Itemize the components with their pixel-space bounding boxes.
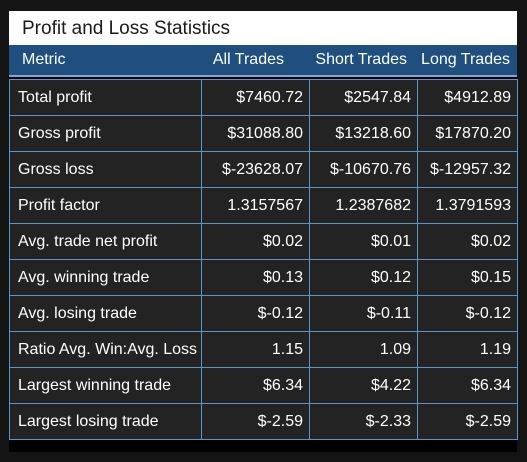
short-trades-cell: $-10670.76 [309,151,418,188]
table-row[interactable]: Avg. losing trade $-0.12 $-0.11 $-0.12 [9,295,518,332]
long-trades-cell: $4912.89 [417,79,518,116]
short-trades-cell: $4.22 [309,367,418,404]
long-trades-cell: 1.19 [417,331,518,368]
all-trades-cell: 1.3157567 [201,187,310,224]
long-trades-cell: $0.02 [417,223,518,260]
metric-cell: Largest losing trade [9,403,202,440]
statistics-table: Total profit $7460.72 $2547.84 $4912.89 … [9,79,518,440]
table-row[interactable]: Avg. trade net profit $0.02 $0.01 $0.02 [9,223,518,260]
table-row[interactable]: Ratio Avg. Win:Avg. Loss 1.15 1.09 1.19 [9,331,518,368]
table-header: Metric All Trades Short Trades Long Trad… [9,45,517,77]
long-trades-cell: $0.15 [417,259,518,296]
all-trades-cell: $0.02 [201,223,310,260]
table-row[interactable]: Gross profit $31088.80 $13218.60 $17870.… [9,115,518,152]
table-row[interactable]: Largest winning trade $6.34 $4.22 $6.34 [9,367,518,404]
short-trades-cell: $-0.11 [309,295,418,332]
table-row[interactable]: Total profit $7460.72 $2547.84 $4912.89 [9,79,518,116]
long-trades-cell: $6.34 [417,367,518,404]
all-trades-cell: $-2.59 [201,403,310,440]
table-row[interactable]: Gross loss $-23628.07 $-10670.76 $-12957… [9,151,518,188]
long-trades-cell: $-0.12 [417,295,518,332]
long-trades-cell: 1.3791593 [417,187,518,224]
all-trades-cell: $7460.72 [201,79,310,116]
metric-cell: Avg. losing trade [9,295,202,332]
short-trades-cell: $13218.60 [309,115,418,152]
panel-title: Profit and Loss Statistics [9,11,517,45]
long-trades-cell: $17870.20 [417,115,518,152]
metric-cell: Avg. trade net profit [9,223,202,260]
long-trades-cell: $-2.59 [417,403,518,440]
metric-cell: Profit factor [9,187,202,224]
short-trades-cell: $-2.33 [309,403,418,440]
all-trades-cell: $31088.80 [201,115,310,152]
all-trades-cell: $-23628.07 [201,151,310,188]
column-header-metric[interactable]: Metric [22,51,66,68]
metric-cell: Gross profit [9,115,202,152]
table-row[interactable]: Profit factor 1.3157567 1.2387682 1.3791… [9,187,518,224]
table-row[interactable]: Avg. winning trade $0.13 $0.12 $0.15 [9,259,518,296]
long-trades-cell: $-12957.32 [417,151,518,188]
all-trades-cell: 1.15 [201,331,310,368]
column-header-all-trades[interactable]: All Trades [212,51,284,68]
profit-loss-panel: Profit and Loss Statistics Metric All Tr… [9,11,518,452]
all-trades-cell: $6.34 [201,367,310,404]
metric-cell: Largest winning trade [9,367,202,404]
all-trades-cell: $0.13 [201,259,310,296]
short-trades-cell: 1.2387682 [309,187,418,224]
metric-cell: Total profit [9,79,202,116]
short-trades-cell: 1.09 [309,331,418,368]
short-trades-cell: $0.12 [309,259,418,296]
table-row[interactable]: Largest losing trade $-2.59 $-2.33 $-2.5… [9,403,518,440]
column-header-long-trades[interactable]: Long Trades [421,51,510,68]
metric-cell: Ratio Avg. Win:Avg. Loss [9,331,202,368]
metric-cell: Avg. winning trade [9,259,202,296]
short-trades-cell: $2547.84 [309,79,418,116]
all-trades-cell: $-0.12 [201,295,310,332]
column-header-short-trades[interactable]: Short Trades [315,51,407,68]
metric-cell: Gross loss [9,151,202,188]
short-trades-cell: $0.01 [309,223,418,260]
